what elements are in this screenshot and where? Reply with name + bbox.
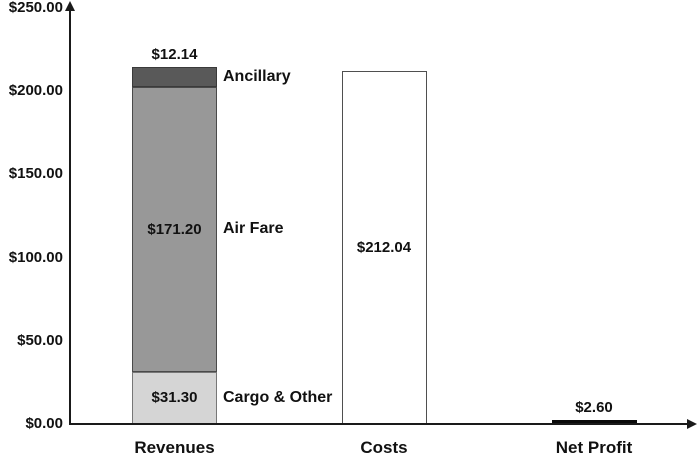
value-label-air-fare: $171.20 (147, 220, 202, 238)
side-label-ancillary: Ancillary (223, 67, 291, 85)
category-label-costs: Costs (360, 438, 408, 457)
bar-segment-costs (341, 71, 427, 424)
bar-segment-air-fare (132, 87, 217, 372)
y-axis-tick-label-250-00: $250.00 (8, 0, 63, 16)
y-axis (69, 10, 71, 424)
side-label-air-fare: Air Fare (223, 220, 284, 238)
value-label-costs: $212.04 (356, 239, 412, 257)
y-axis-tick-label-50-00: $50.00 (17, 331, 63, 349)
value-label-cargo-other: $31.30 (151, 389, 198, 407)
y-axis-tick-label-200-00: $200.00 (8, 82, 63, 100)
y-axis-tick-label-150-00: $150.00 (8, 165, 63, 183)
value-label-net-profit: $2.60 (575, 398, 613, 416)
x-axis (69, 423, 689, 425)
x-axis-arrowhead-icon (687, 419, 697, 429)
category-label-revenues: Revenues (134, 438, 215, 457)
side-label-cargo-other: Cargo & Other (223, 388, 333, 406)
category-label-net-profit: Net Profit (555, 438, 633, 457)
value-label-ancillary: $12.14 (151, 45, 198, 63)
bar-segment-ancillary (132, 66, 217, 88)
y-axis-tick-label-0-00: $0.00 (25, 415, 63, 432)
y-axis-tick-label-100-00: $100.00 (8, 248, 63, 266)
y-axis-arrowhead-icon (65, 1, 75, 11)
